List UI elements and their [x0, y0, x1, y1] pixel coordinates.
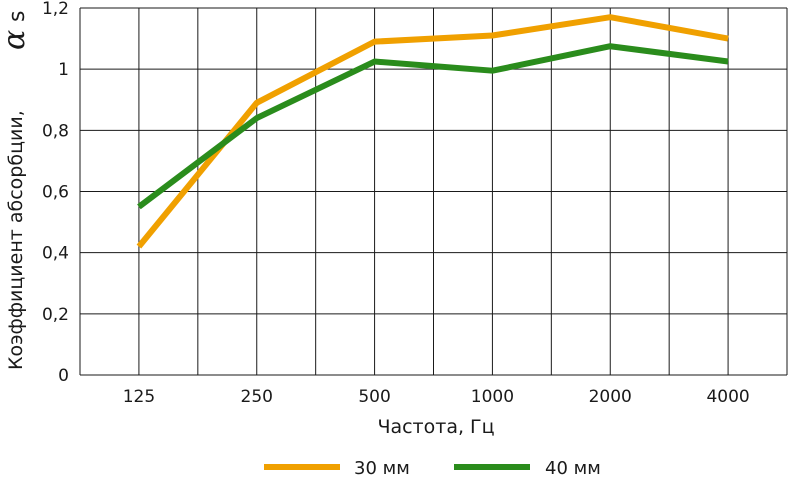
y-axis-symbol-subscript: s — [5, 11, 30, 22]
y-tick-label: 1 — [58, 60, 69, 80]
legend: 30 мм 40 мм — [264, 458, 601, 477]
y-tick-label: 0 — [58, 366, 69, 386]
y-tick-labels: 0 0,2 0,4 0,6 0,8 1 1,2 — [42, 0, 69, 386]
x-tick-label: 4000 — [706, 387, 749, 407]
y-axis-symbol: α — [0, 30, 32, 50]
y-tick-label: 1,2 — [42, 0, 69, 19]
y-tick-label: 0,6 — [42, 183, 69, 203]
x-tick-label: 250 — [241, 387, 273, 407]
x-tick-label: 1000 — [471, 387, 514, 407]
legend-label: 40 мм — [545, 458, 601, 477]
series-lines — [136, 14, 729, 249]
legend-label: 30 мм — [354, 458, 410, 477]
x-tick-label: 500 — [358, 387, 390, 407]
series-line-40-мм — [137, 43, 729, 210]
x-tick-label: 125 — [123, 387, 155, 407]
x-tick-labels: 125 250 500 1000 2000 4000 — [123, 387, 750, 407]
y-tick-label: 0,8 — [42, 121, 69, 141]
y-axis-title: Коэффициент абсорбции, — [5, 110, 27, 370]
series-line-30-мм — [136, 14, 729, 249]
x-axis-title: Частота, Гц — [377, 416, 494, 438]
y-tick-label: 0,2 — [42, 305, 69, 325]
x-tick-label: 2000 — [589, 387, 632, 407]
y-tick-label: 0,4 — [42, 244, 69, 264]
